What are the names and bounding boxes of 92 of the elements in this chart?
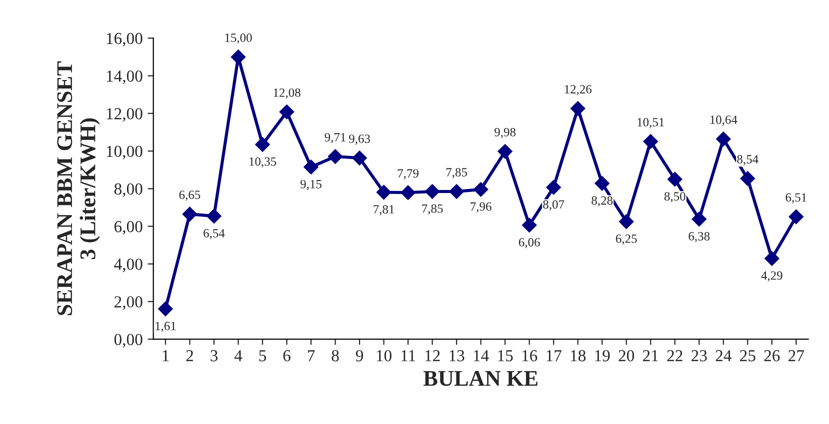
point bbox=[667, 172, 682, 187]
point bbox=[716, 132, 731, 146]
y-tick-label: 2,00 bbox=[114, 296, 142, 310]
x-tick-label: 19 bbox=[595, 350, 610, 362]
data-label: 10,35 bbox=[250, 157, 276, 168]
x-tick-label: 11 bbox=[402, 350, 416, 362]
data-label: 7,85 bbox=[422, 204, 443, 215]
data-label: 6,38 bbox=[688, 232, 710, 242]
x-tick-label: 21 bbox=[643, 350, 658, 362]
data-label: 9,63 bbox=[349, 134, 370, 145]
data-label: 7,96 bbox=[470, 202, 492, 213]
data-label: 10,64 bbox=[710, 116, 738, 126]
y-tick-label: 10,00 bbox=[106, 146, 142, 160]
point bbox=[206, 208, 222, 224]
y-tick-label: 0,00 bbox=[114, 334, 142, 348]
x-tick-label: 13 bbox=[450, 350, 464, 362]
point bbox=[570, 101, 586, 116]
x-tick-label: 16 bbox=[522, 350, 538, 362]
data-label: 8,54 bbox=[737, 155, 758, 166]
x-tick-label: 12 bbox=[425, 350, 440, 362]
point bbox=[764, 251, 780, 266]
point bbox=[546, 180, 561, 195]
y-tick-label: 8,00 bbox=[114, 183, 142, 198]
x-tick-label: 27 bbox=[788, 350, 804, 362]
point bbox=[158, 302, 173, 316]
data-label: 9,71 bbox=[324, 133, 346, 144]
x-tick-label: 5 bbox=[259, 350, 266, 362]
x-tick-label: 9 bbox=[356, 350, 364, 362]
data-label: 6,54 bbox=[204, 229, 225, 240]
x-tick-label: 1 bbox=[162, 350, 169, 362]
x-tick-label: 17 bbox=[546, 350, 562, 362]
data-label: 7,79 bbox=[398, 169, 418, 180]
point bbox=[376, 184, 392, 200]
point bbox=[255, 137, 270, 152]
point bbox=[522, 218, 537, 233]
point bbox=[328, 149, 343, 164]
point bbox=[473, 182, 488, 197]
x-tick-label: 6 bbox=[283, 350, 290, 362]
data-label: 12,08 bbox=[274, 88, 300, 99]
data-label: 6,06 bbox=[518, 238, 540, 248]
point bbox=[498, 144, 512, 159]
point bbox=[740, 171, 756, 186]
point bbox=[182, 206, 198, 222]
x-tick-label: 18 bbox=[570, 350, 586, 362]
point bbox=[594, 176, 610, 191]
x-tick-label: 25 bbox=[740, 350, 756, 362]
y-tick-label: 12,00 bbox=[106, 108, 142, 122]
x-tick-label: 14 bbox=[474, 350, 489, 362]
point bbox=[449, 184, 464, 199]
point bbox=[692, 212, 707, 227]
data-label: 6,51 bbox=[786, 193, 806, 204]
point bbox=[618, 214, 634, 229]
data-label: 4,29 bbox=[761, 271, 782, 282]
y-tick-label: 6,00 bbox=[114, 221, 142, 235]
data-label: 9,98 bbox=[494, 128, 516, 138]
point bbox=[352, 150, 367, 166]
data-label: 10,51 bbox=[638, 118, 664, 128]
y-tick-label: 14,00 bbox=[106, 70, 142, 84]
x-tick-label: 23 bbox=[692, 350, 707, 362]
data-label: 7,81 bbox=[374, 205, 394, 216]
y-tick-label: 4,00 bbox=[114, 258, 142, 272]
x-tick-label: 3 bbox=[210, 350, 218, 362]
point bbox=[304, 160, 318, 174]
data-label: 7,85 bbox=[446, 168, 468, 178]
y-axis-title: SERAPAN BBM GENSET 3 (Liter/KWH) bbox=[57, 61, 100, 316]
x-tick-label: 15 bbox=[498, 350, 513, 362]
x-tick-label: 10 bbox=[376, 350, 392, 362]
data-label: 8,50 bbox=[664, 192, 686, 202]
point bbox=[424, 184, 440, 199]
x-tick-label: 22 bbox=[667, 350, 682, 362]
x-tick-label: 4 bbox=[234, 350, 242, 362]
point bbox=[788, 209, 804, 224]
data-label: 6,65 bbox=[179, 190, 200, 201]
point bbox=[279, 104, 294, 120]
point bbox=[643, 134, 658, 149]
y-tick-label: 16,00 bbox=[106, 32, 142, 47]
point bbox=[230, 50, 246, 64]
data-label: 1,61 bbox=[156, 322, 176, 332]
x-tick-label: 8 bbox=[332, 350, 339, 362]
data-label: 8,07 bbox=[543, 200, 564, 210]
x-axis-title: BULAN KE bbox=[423, 371, 538, 386]
x-tick-label: 26 bbox=[764, 350, 780, 362]
x-tick-label: 7 bbox=[308, 350, 315, 362]
x-tick-label: 2 bbox=[186, 350, 193, 362]
point bbox=[400, 185, 416, 200]
x-tick-label: 20 bbox=[618, 350, 634, 362]
data-label: 9,15 bbox=[300, 180, 322, 190]
data-label: 6,25 bbox=[616, 234, 637, 245]
data-label: 8,28 bbox=[592, 196, 613, 207]
data-label: 15,00 bbox=[225, 34, 252, 44]
x-tick-label: 24 bbox=[716, 350, 732, 362]
data-label: 12,26 bbox=[564, 85, 592, 96]
